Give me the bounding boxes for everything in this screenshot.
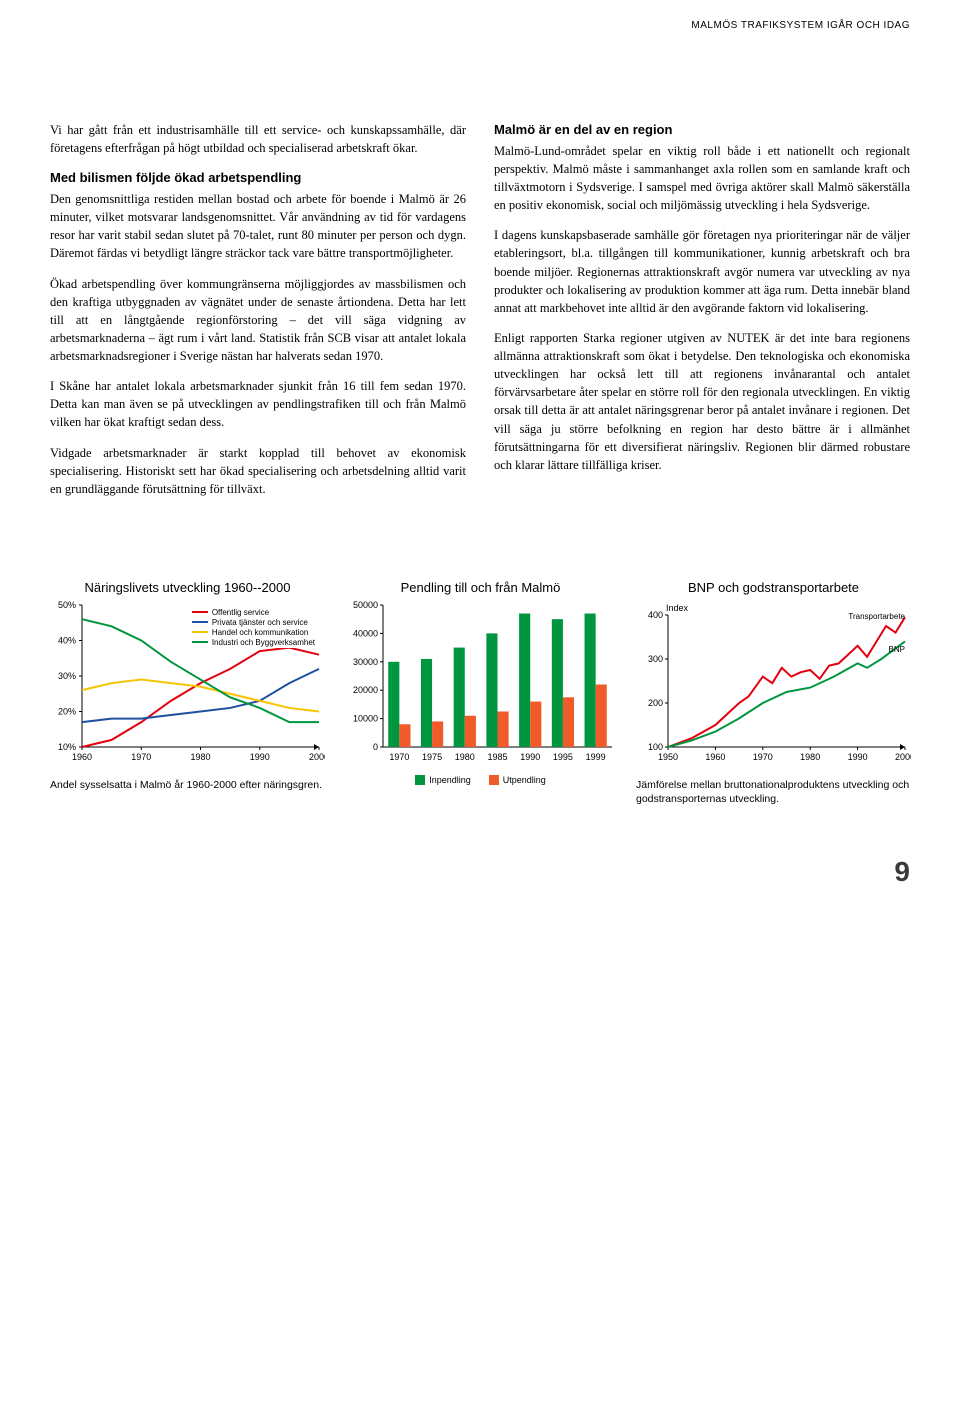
svg-text:1980: 1980: [190, 752, 210, 762]
legend-label: Privata tjänster och service: [212, 618, 308, 627]
svg-text:2000: 2000: [895, 752, 911, 762]
svg-text:1975: 1975: [422, 752, 442, 762]
chart-naringsliv: Näringslivets utveckling 1960--2000 10% 2…: [50, 580, 325, 806]
svg-text:1990: 1990: [520, 752, 540, 762]
svg-text:10000: 10000: [353, 714, 378, 724]
chart-svg: Index 100 200 300 400 1950 1960 1970 1980 1990 200…: [636, 599, 911, 769]
svg-text:40000: 40000: [353, 628, 378, 638]
svg-text:10%: 10%: [58, 742, 76, 752]
page-number: 9: [50, 856, 910, 888]
chart-title: Näringslivets utveckling 1960--2000: [50, 580, 325, 595]
paragraph: Vidgade arbetsmarknader är starkt koppla…: [50, 444, 466, 498]
svg-text:50000: 50000: [353, 600, 378, 610]
svg-text:200: 200: [648, 698, 663, 708]
page-header: MALMÖS TRAFIKSYSTEM IGÅR OCH IDAG: [50, 20, 910, 31]
svg-text:BNP: BNP: [889, 645, 905, 654]
svg-text:30%: 30%: [58, 671, 76, 681]
chart-legend: Inpendling Utpendling: [343, 775, 618, 786]
paragraph: Malmö-Lund-området spelar en viktig roll…: [494, 142, 910, 215]
paragraph: Vi har gått från ett industrisamhälle ti…: [50, 121, 466, 157]
left-column: Vi har gått från ett industrisamhälle ti…: [50, 121, 466, 510]
legend-label: Handel och kommunikation: [212, 628, 309, 637]
legend-label: Industri och Byggverksamhet: [212, 638, 315, 647]
legend-label: Inpendling: [429, 775, 471, 785]
svg-text:100: 100: [648, 742, 663, 752]
svg-text:1970: 1970: [389, 752, 409, 762]
chart-caption: Jämförelse mellan bruttonationalprodukte…: [636, 779, 911, 806]
svg-text:1970: 1970: [131, 752, 151, 762]
svg-text:300: 300: [648, 654, 663, 664]
paragraph: I Skåne har antalet lokala arbetsmarknad…: [50, 377, 466, 431]
svg-text:400: 400: [648, 610, 663, 620]
text-columns: Vi har gått från ett industrisamhälle ti…: [50, 121, 910, 510]
svg-text:1995: 1995: [553, 752, 573, 762]
chart-legend: Offentlig servicePrivata tjänster och se…: [192, 608, 315, 648]
svg-text:1985: 1985: [487, 752, 507, 762]
svg-text:1990: 1990: [848, 752, 868, 762]
chart-title: BNP och godstransportarbete: [636, 580, 911, 595]
svg-text:Transportarbete: Transportarbete: [848, 612, 905, 621]
section-heading: Malmö är en del av en region: [494, 121, 910, 140]
chart-pendling: Pendling till och från Malmö 0 10000 20000…: [343, 580, 618, 806]
svg-text:1970: 1970: [753, 752, 773, 762]
legend-label: Offentlig service: [212, 608, 269, 617]
svg-text:Index: Index: [666, 603, 689, 613]
section-heading: Med bilismen följde ökad arbetspendling: [50, 169, 466, 188]
svg-text:1980: 1980: [455, 752, 475, 762]
svg-text:40%: 40%: [58, 635, 76, 645]
svg-text:30000: 30000: [353, 657, 378, 667]
svg-text:0: 0: [373, 742, 378, 752]
svg-text:20%: 20%: [58, 706, 76, 716]
paragraph: Den genomsnittliga restiden mellan bosta…: [50, 190, 466, 263]
svg-text:1980: 1980: [800, 752, 820, 762]
svg-text:2000: 2000: [309, 752, 325, 762]
chart-caption: Andel sysselsatta i Malmö år 1960-2000 e…: [50, 779, 325, 793]
paragraph: I dagens kunskapsbaserade samhälle gör f…: [494, 226, 910, 317]
svg-text:1990: 1990: [250, 752, 270, 762]
svg-text:50%: 50%: [58, 600, 76, 610]
paragraph: Enligt rapporten Starka regioner utgiven…: [494, 329, 910, 474]
svg-text:1960: 1960: [72, 752, 92, 762]
paragraph: Ökad arbetspendling över kommungränserna…: [50, 275, 466, 366]
svg-text:1950: 1950: [658, 752, 678, 762]
legend-label: Utpendling: [503, 775, 546, 785]
chart-bnp: BNP och godstransportarbete Index 100 200 3…: [636, 580, 911, 806]
svg-text:20000: 20000: [353, 685, 378, 695]
right-column: Malmö är en del av en region Malmö-Lund-…: [494, 121, 910, 510]
charts-row: Näringslivets utveckling 1960--2000 10% 2…: [50, 580, 910, 806]
chart-title: Pendling till och från Malmö: [343, 580, 618, 595]
chart-svg: 0 10000 20000 30000 40000 50000 1970 1975 1980 19…: [343, 599, 618, 769]
svg-text:1999: 1999: [586, 752, 606, 762]
svg-text:1960: 1960: [705, 752, 725, 762]
